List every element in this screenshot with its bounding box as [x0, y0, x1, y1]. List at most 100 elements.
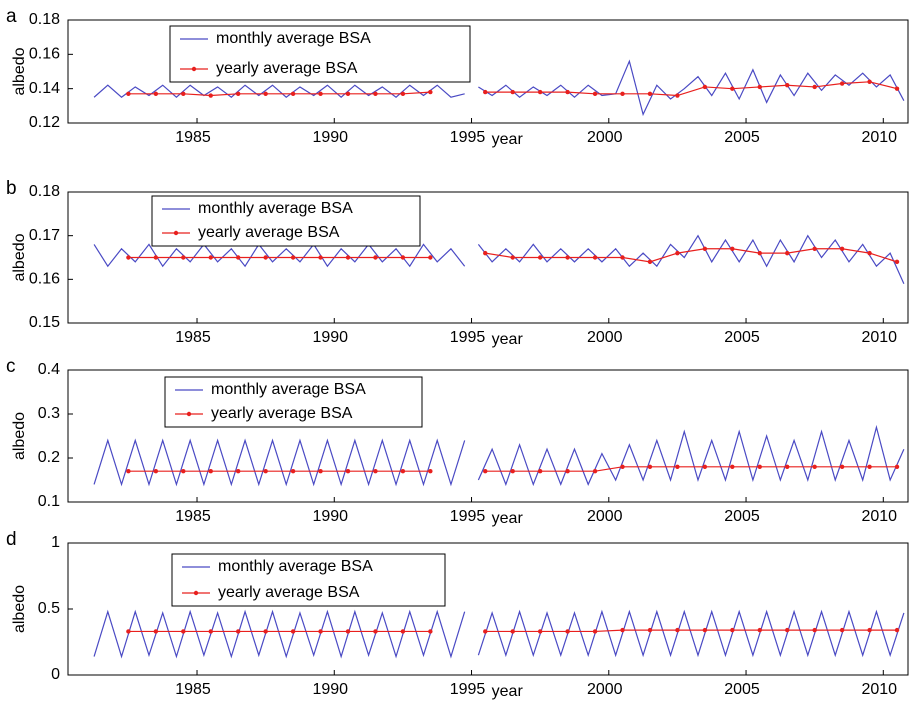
series-marker [428, 469, 433, 474]
x-tick-label: 1995 [450, 681, 486, 698]
series-marker [757, 464, 762, 469]
x-tick-label: 1985 [175, 329, 211, 346]
x-tick-label: 2010 [861, 129, 897, 146]
series-marker [812, 246, 817, 251]
series-marker [894, 259, 900, 265]
y-axis-label: albedo [11, 233, 28, 281]
x-tick-label: 1990 [312, 681, 348, 698]
series-marker [894, 86, 900, 91]
series-marker [675, 627, 680, 633]
series-marker [290, 255, 296, 260]
series-marker [647, 91, 653, 97]
series-marker [510, 89, 515, 95]
series-marker [537, 469, 543, 474]
series-marker [263, 91, 268, 97]
series-marker [620, 627, 625, 633]
x-tick-label: 2005 [724, 508, 760, 525]
series-marker [647, 627, 653, 633]
series-marker [785, 464, 790, 469]
legend-box [171, 553, 446, 607]
series-marker [620, 91, 625, 97]
y-tick-label: 0.4 [38, 361, 60, 378]
series-line [128, 629, 898, 633]
series-marker [373, 469, 378, 474]
x-axis-label: year [492, 510, 524, 527]
series-marker [153, 255, 159, 260]
x-tick-label: 2005 [724, 329, 760, 346]
legend-marker [193, 590, 199, 596]
x-tick-label: 2005 [724, 681, 760, 698]
series-marker [235, 469, 241, 474]
series-marker [785, 250, 790, 256]
legend-box [151, 195, 421, 247]
series-marker [400, 255, 406, 260]
series-marker [867, 627, 872, 633]
plot-frame [67, 369, 909, 503]
x-tick-label: 2010 [861, 681, 897, 698]
series-marker [757, 250, 762, 256]
series-marker [839, 627, 845, 633]
legend-label: monthly average BSA [218, 558, 373, 575]
x-tick-label: 1990 [312, 508, 348, 525]
series-marker [235, 91, 241, 97]
series-marker [839, 464, 845, 469]
series-marker [235, 255, 241, 260]
series-marker [757, 627, 762, 633]
y-axis-label: albedo [11, 47, 28, 95]
series-marker [730, 86, 735, 91]
series-marker [345, 629, 351, 634]
series-marker [318, 91, 323, 97]
series-marker [867, 79, 872, 85]
series-marker [510, 469, 515, 474]
y-tick-label: 0.18 [29, 183, 60, 200]
x-axis-label: year [492, 683, 524, 700]
x-tick-label: 1995 [450, 508, 486, 525]
series-marker [592, 255, 598, 260]
series-marker [510, 629, 515, 634]
y-tick-label: 0.15 [29, 314, 60, 331]
series-marker [565, 469, 570, 474]
series-marker [675, 93, 680, 98]
series-marker [647, 464, 653, 469]
series-marker [894, 627, 900, 633]
x-tick-label: 1985 [175, 129, 211, 146]
series-marker [400, 91, 406, 97]
legend-label: yearly average BSA [218, 584, 360, 601]
x-axis-label: year [492, 131, 524, 148]
series-marker [263, 469, 268, 474]
y-axis-label: albedo [11, 412, 28, 460]
y-tick-label: 0.16 [29, 46, 60, 63]
y-tick-label: 0.3 [38, 405, 60, 422]
series-marker [867, 250, 872, 256]
series-line [93, 424, 905, 487]
series-marker [153, 469, 159, 474]
x-tick-label: 2005 [724, 129, 760, 146]
legend-label: monthly average BSA [198, 200, 353, 217]
plot-frame [67, 19, 909, 124]
x-tick-label: 2010 [861, 329, 897, 346]
legend-box [169, 25, 471, 83]
series-marker [263, 629, 268, 634]
y-tick-label: 0 [51, 666, 60, 683]
series-line [93, 609, 905, 659]
legend-box [164, 376, 423, 428]
series-marker [537, 629, 543, 634]
legend-marker [191, 66, 197, 72]
series-marker [263, 255, 268, 260]
series-marker [290, 629, 296, 634]
legend-marker [186, 411, 192, 417]
legend-label: monthly average BSA [211, 381, 366, 398]
series-marker [757, 84, 762, 90]
series-marker [592, 469, 598, 474]
series-marker [730, 627, 735, 633]
panel-label: a [6, 6, 17, 27]
y-tick-label: 0.14 [29, 80, 60, 97]
series-marker [208, 629, 213, 634]
series-marker [126, 91, 131, 97]
series-marker [812, 627, 817, 633]
series-marker [208, 255, 213, 260]
x-tick-label: 1985 [175, 681, 211, 698]
x-tick-label: 1995 [450, 129, 486, 146]
series-marker [153, 629, 159, 634]
legend-label: yearly average BSA [198, 224, 340, 241]
